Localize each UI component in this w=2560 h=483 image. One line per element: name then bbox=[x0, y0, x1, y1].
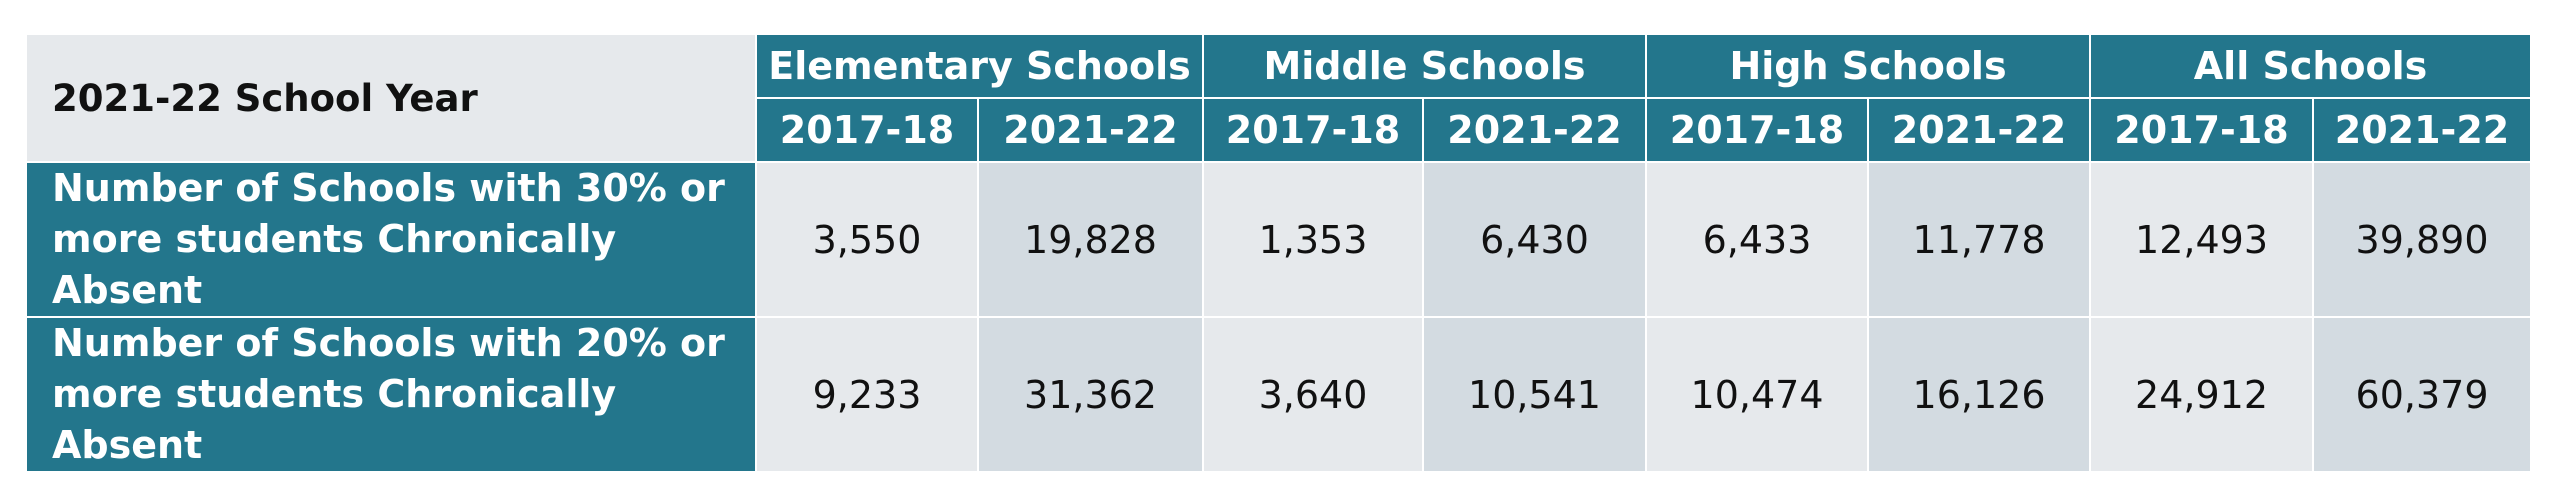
cell-20-elementary-2017-18: 9,233 bbox=[755, 316, 979, 473]
cell-20-high-2017-18: 10,474 bbox=[1645, 316, 1870, 473]
cell-30-middle-2021-22: 6,430 bbox=[1421, 161, 1648, 318]
cell-20-all-2021-22: 60,379 bbox=[2312, 316, 2533, 473]
row-label-30-percent: Number of Schools with 30% or more stude… bbox=[25, 161, 757, 318]
cell-20-all-2017-18: 24,912 bbox=[2089, 316, 2315, 473]
year-header-all-2017-18: 2017-18 bbox=[2089, 97, 2315, 163]
cell-20-middle-2021-22: 10,541 bbox=[1421, 316, 1648, 473]
year-header-row: 2017-18 2021-22 2017-18 2021-22 2017-18 … bbox=[26, 97, 2533, 163]
chronic-absence-table: 2021-22 School Year Elementary Schools M… bbox=[25, 33, 2533, 473]
cell-30-all-2021-22: 39,890 bbox=[2312, 161, 2533, 318]
group-header-middle: Middle Schools bbox=[1201, 33, 1648, 99]
corner-label: 2021-22 School Year bbox=[25, 33, 757, 163]
group-header-high: High Schools bbox=[1645, 33, 2092, 99]
group-header-all: All Schools bbox=[2089, 33, 2533, 99]
year-header-elementary-2021-22: 2021-22 bbox=[977, 97, 1204, 163]
cell-30-high-2017-18: 6,433 bbox=[1645, 161, 1870, 318]
cell-20-middle-2017-18: 3,640 bbox=[1202, 316, 1424, 473]
cell-30-elementary-2021-22: 19,828 bbox=[977, 161, 1204, 318]
table-row-20-percent: Number of Schools with 20% or more stude… bbox=[25, 316, 2533, 473]
year-header-middle-2021-22: 2021-22 bbox=[1421, 97, 1648, 163]
year-header-high-2017-18: 2017-18 bbox=[1645, 97, 1870, 163]
year-header-elementary-2017-18: 2017-18 bbox=[755, 97, 979, 163]
year-header-all-2021-22: 2021-22 bbox=[2312, 97, 2533, 163]
group-header-elementary: Elementary Schools bbox=[755, 33, 1204, 99]
row-label-30-percent-line-1: Number of Schools with 30% or bbox=[52, 166, 725, 210]
cell-30-middle-2017-18: 1,353 bbox=[1202, 161, 1424, 318]
cell-30-elementary-2017-18: 3,550 bbox=[755, 161, 979, 318]
cell-20-elementary-2021-22: 31,362 bbox=[977, 316, 1204, 473]
year-header-high-2021-22: 2021-22 bbox=[1867, 97, 2092, 163]
cell-30-all-2017-18: 12,493 bbox=[2089, 161, 2315, 318]
row-label-20-percent-line-1: Number of Schools with 20% or bbox=[52, 321, 725, 365]
year-header-middle-2017-18: 2017-18 bbox=[1202, 97, 1424, 163]
chronic-absence-table-container: 2021-22 School Year Elementary Schools M… bbox=[25, 33, 2533, 473]
row-label-20-percent-line-2: more students Chronically Absent bbox=[52, 372, 617, 467]
group-header-row: 2021-22 School Year Elementary Schools M… bbox=[25, 33, 2533, 163]
cell-30-high-2021-22: 11,778 bbox=[1867, 161, 2092, 318]
row-label-20-percent: Number of Schools with 20% or more stude… bbox=[25, 316, 757, 473]
table-row-30-percent: Number of Schools with 30% or more stude… bbox=[25, 161, 2533, 318]
row-label-30-percent-line-2: more students Chronically Absent bbox=[52, 217, 617, 312]
cell-20-high-2021-22: 16,126 bbox=[1867, 316, 2092, 473]
